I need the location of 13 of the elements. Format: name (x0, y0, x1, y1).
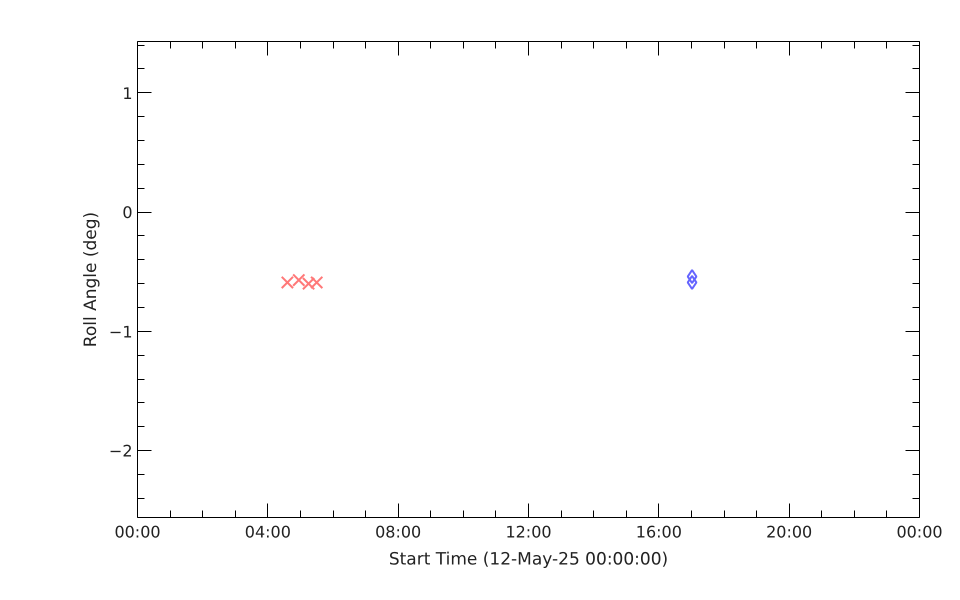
x-tick-label: 20:00 (766, 522, 812, 542)
x-tick-label: 00:00 (114, 522, 161, 542)
x-tick-label: 00:00 (896, 522, 943, 542)
x-tick-label: 16:00 (636, 522, 682, 542)
y-axis-title: Roll Angle (deg) (80, 212, 101, 348)
y-tick-label: −2 (108, 442, 133, 461)
y-tick-label: 1 (122, 84, 133, 103)
x-axis-title: Start Time (12-May-25 00:00:00) (388, 550, 668, 570)
x-tick-label: 08:00 (375, 522, 422, 542)
y-tick-label: 0 (122, 203, 133, 222)
x-tick-label: 12:00 (505, 522, 552, 542)
y-tick-label: −1 (108, 322, 133, 342)
x-tick-label: 04:00 (244, 522, 291, 542)
